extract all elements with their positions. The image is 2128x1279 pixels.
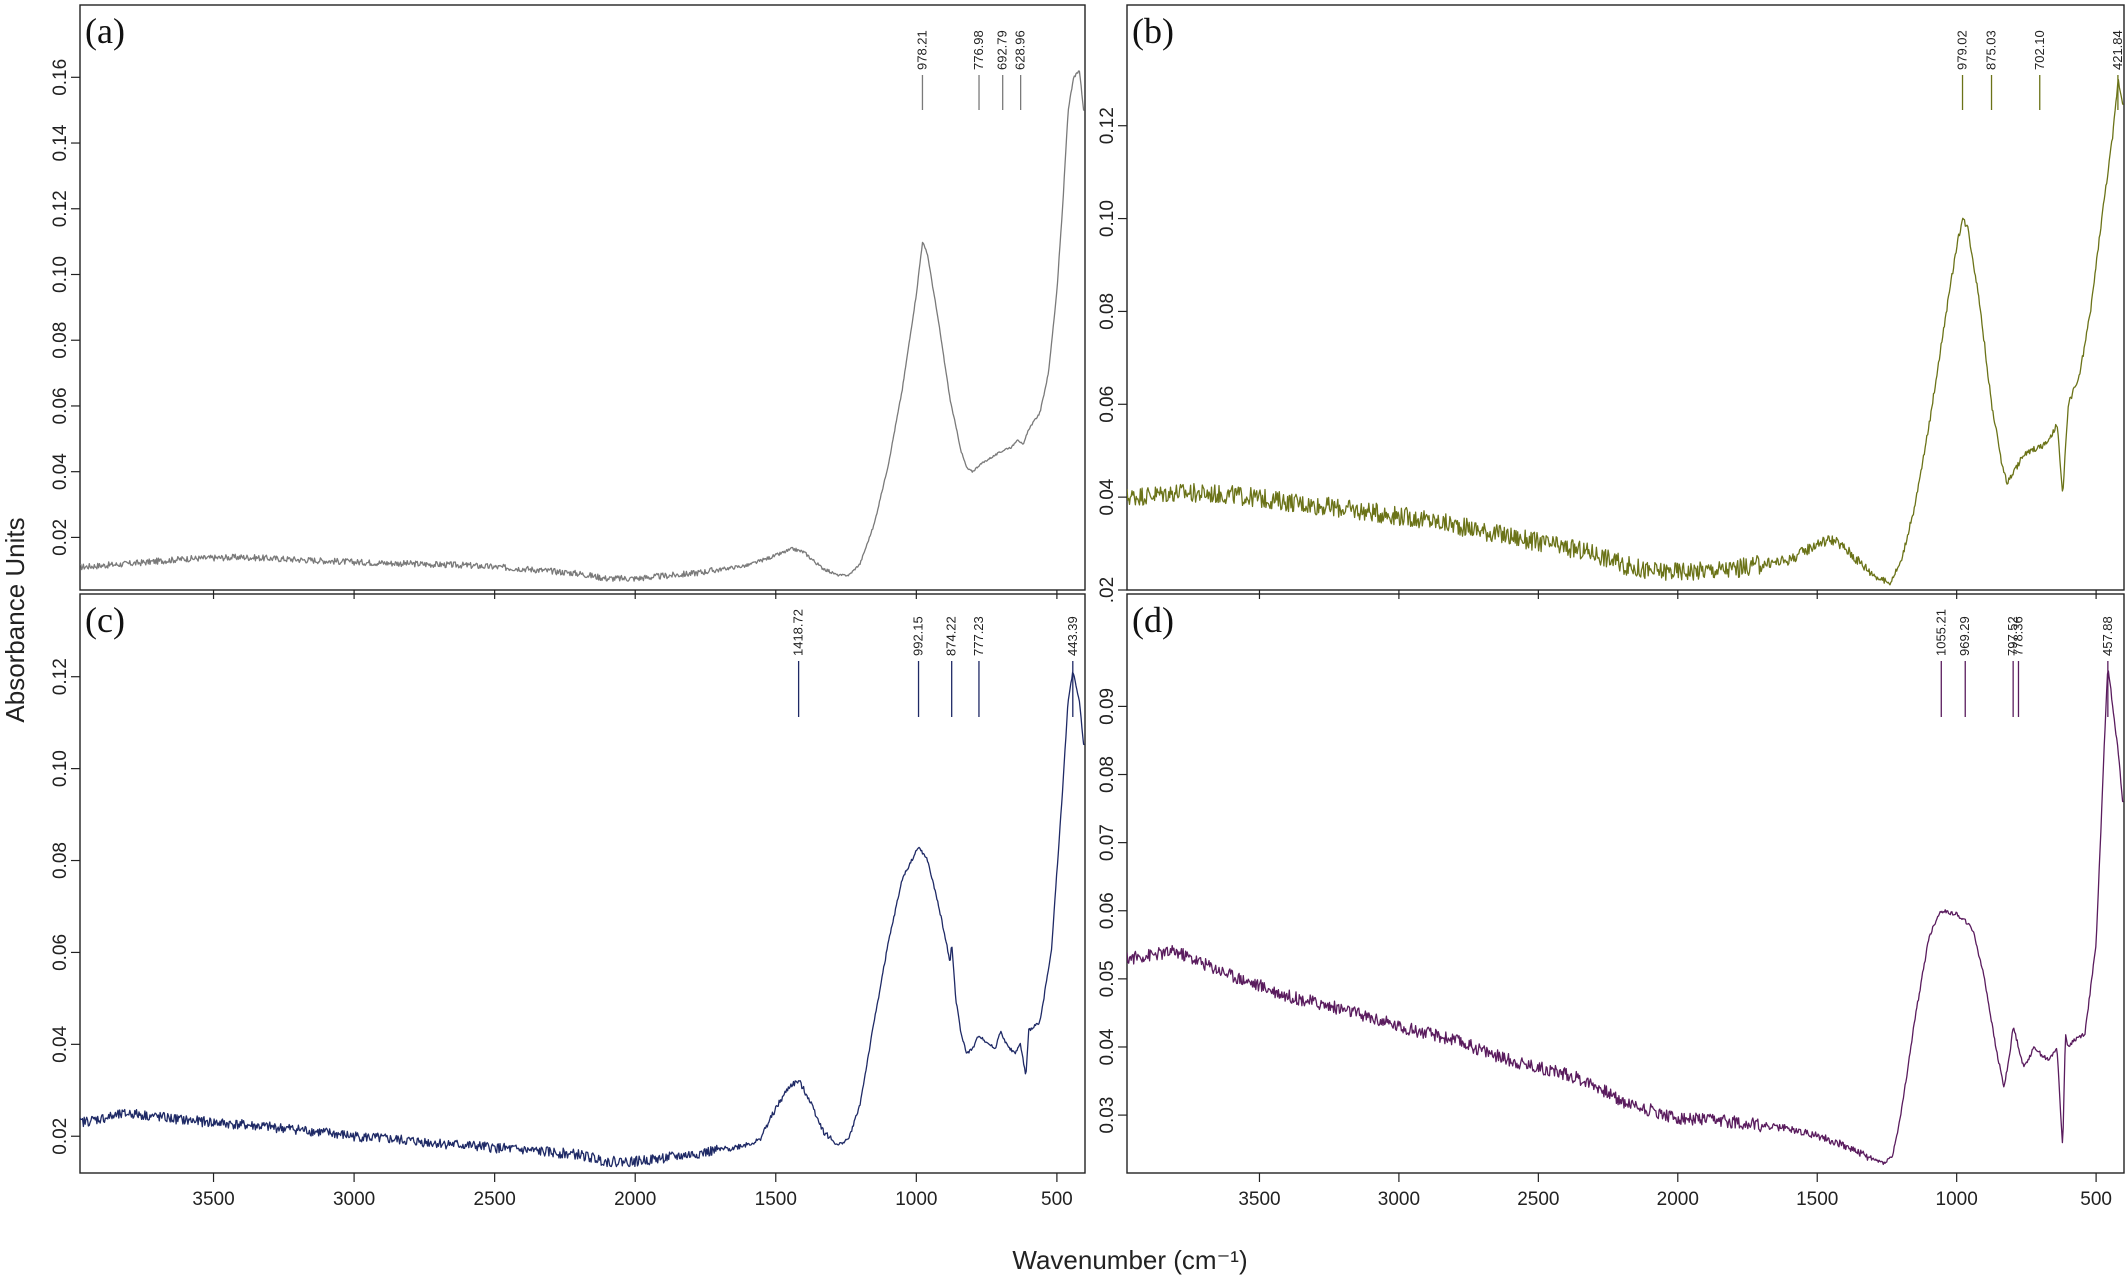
x-tick-label: 3500	[1238, 1189, 1280, 1210]
y-tick-label: 0.02	[50, 519, 71, 556]
y-axis-title: Absorbance Units	[0, 517, 30, 722]
spectrum-line	[80, 71, 1084, 581]
panel-b: (b) .02 0.04 0.06 0.08 0.10 0.12 979.02 875.03 70…	[1097, 5, 2125, 603]
x-axis-title: Wavenumber (cm⁻¹)	[1012, 1245, 1247, 1275]
y-tick-label: 0.02	[50, 1118, 71, 1155]
y-tick-label: 0.06	[50, 934, 71, 971]
y-tick-label: 0.09	[1097, 688, 1118, 725]
x-tick-label: 1000	[895, 1189, 937, 1210]
peak-label: 979.02	[1955, 30, 1970, 70]
panel-label: (d)	[1132, 600, 1174, 640]
x-tick-label: 2000	[1657, 1189, 1699, 1210]
y-tick-label: 0.10	[1097, 200, 1118, 237]
peak-label: 1418.72	[791, 609, 806, 656]
peak-label: 992.15	[911, 616, 926, 656]
spectrum-line	[1127, 80, 2123, 585]
y-tick-label: 0.12	[50, 190, 71, 227]
y-tick-label: 0.10	[50, 750, 71, 787]
x-tick-label: 3500	[192, 1189, 234, 1210]
y-tick-label: 0.07	[1097, 824, 1118, 861]
peak-label: 628.96	[1013, 30, 1028, 70]
peak-label: 777.23	[971, 616, 986, 656]
y-tick-label: 0.03	[1097, 1097, 1118, 1134]
peak-label: 443.39	[1065, 616, 1080, 656]
panel-d: (d) 0.03 0.04 0.05 0.06 0.07 0.08 0.09 3500 3000 2…	[1097, 594, 2124, 1210]
x-tick-label: 2500	[474, 1189, 516, 1210]
y-tick-label: 0.06	[1097, 892, 1118, 929]
peak-label: 1055.21	[1933, 609, 1948, 656]
x-tick-label: 3000	[333, 1189, 375, 1210]
y-tick-label: 0.08	[50, 842, 71, 879]
peak-label: 978.21	[914, 30, 929, 70]
y-tick-label: 0.08	[1097, 756, 1118, 793]
x-tick-label: 500	[1041, 1189, 1073, 1210]
y-tick-label: 0.08	[50, 322, 71, 359]
y-tick-label: 0.06	[50, 387, 71, 424]
peak-label: 874.22	[944, 616, 959, 656]
plot-frame	[80, 594, 1085, 1173]
peak-label: 457.88	[2100, 616, 2115, 656]
panel-label: (a)	[85, 11, 125, 51]
x-tick-label: 1500	[1796, 1189, 1838, 1210]
y-tick-label: 0.12	[1097, 107, 1118, 144]
y-tick-label: 0.12	[50, 658, 71, 695]
peak-label: 969.29	[1957, 616, 1972, 656]
y-tick-label: 0.16	[50, 59, 71, 96]
plot-frame	[1127, 5, 2124, 590]
x-tick-label: 2000	[614, 1189, 656, 1210]
peak-label: 776.98	[971, 30, 986, 70]
y-tick-label: 0.06	[1097, 386, 1118, 423]
y-tick-label: 0.04	[1097, 478, 1118, 515]
x-tick-label: 3000	[1378, 1189, 1420, 1210]
y-tick-label: 0.08	[1097, 293, 1118, 330]
peak-label: 702.10	[2032, 30, 2047, 70]
x-tick-label: 500	[2080, 1189, 2112, 1210]
y-tick-label: 0.10	[50, 256, 71, 293]
y-tick-label: .02	[1097, 577, 1118, 603]
y-tick-label: 0.04	[1097, 1028, 1118, 1065]
panel-label: (b)	[1132, 11, 1174, 51]
peak-label: 692.79	[995, 30, 1010, 70]
plot-frame	[1127, 594, 2124, 1173]
y-tick-label: 0.04	[50, 1025, 71, 1062]
spectrum-line	[80, 672, 1084, 1166]
spectrum-line	[1127, 671, 2123, 1164]
y-tick-label: 0.05	[1097, 960, 1118, 997]
x-tick-label: 1000	[1936, 1189, 1978, 1210]
y-tick-label: 0.14	[50, 124, 71, 161]
peak-label: 875.03	[1984, 30, 1999, 70]
panel-c: (c) 0.02 0.04 0.06 0.08 0.10 0.12 3500 3000 2500 2…	[50, 594, 1085, 1210]
panel-label: (c)	[85, 600, 125, 640]
x-tick-label: 1500	[755, 1189, 797, 1210]
panel-a: (a) 0.02 0.04 0.06 0.08 0.10 0.12 0.14 0.16 978.2…	[50, 5, 1085, 599]
y-tick-label: 0.04	[50, 453, 71, 490]
peak-label: 421.84	[2110, 30, 2125, 70]
peak-label: 778.36	[2010, 616, 2025, 656]
x-tick-label: 2500	[1517, 1189, 1559, 1210]
